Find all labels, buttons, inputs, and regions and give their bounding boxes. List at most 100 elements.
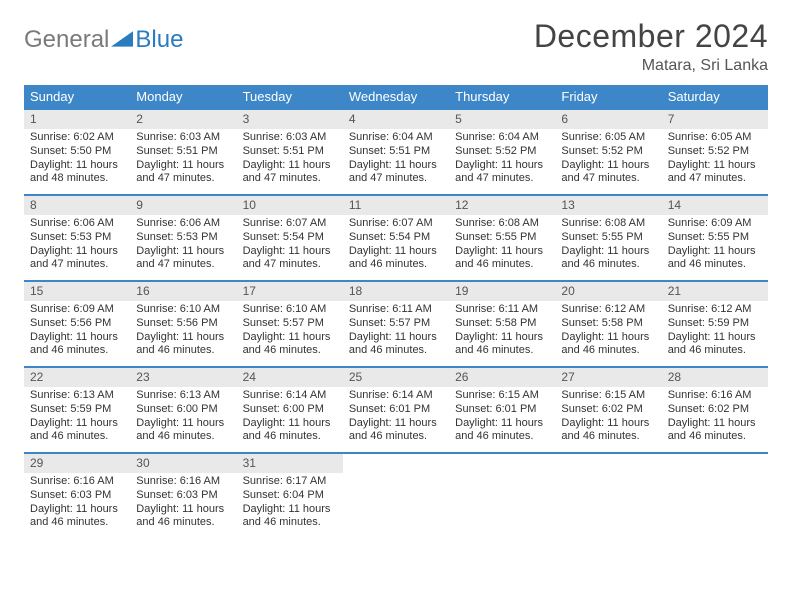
day-info-line: and 46 minutes.: [243, 516, 337, 530]
day-info-line: Daylight: 11 hours: [30, 159, 124, 173]
day-info-line: Sunrise: 6:13 AM: [30, 389, 124, 403]
day-info-line: Daylight: 11 hours: [561, 159, 655, 173]
day-number: 7: [662, 110, 768, 129]
day-info-line: Sunrise: 6:11 AM: [349, 303, 443, 317]
day-info: Sunrise: 6:15 AMSunset: 6:01 PMDaylight:…: [449, 387, 555, 448]
day-info-line: Daylight: 11 hours: [349, 417, 443, 431]
day-info-line: Sunrise: 6:10 AM: [243, 303, 337, 317]
day-number: 5: [449, 110, 555, 129]
calendar-cell: ..: [343, 453, 449, 539]
day-info-line: Daylight: 11 hours: [243, 417, 337, 431]
day-info-line: and 46 minutes.: [561, 430, 655, 444]
weekday-header: Thursday: [449, 85, 555, 109]
day-number: 14: [662, 196, 768, 215]
day-info-line: Daylight: 11 hours: [668, 417, 762, 431]
day-info-line: and 47 minutes.: [668, 172, 762, 186]
day-info: Sunrise: 6:03 AMSunset: 5:51 PMDaylight:…: [130, 129, 236, 190]
calendar-cell: 27Sunrise: 6:15 AMSunset: 6:02 PMDayligh…: [555, 367, 661, 453]
calendar-cell: 3Sunrise: 6:03 AMSunset: 5:51 PMDaylight…: [237, 109, 343, 195]
day-info-line: and 46 minutes.: [136, 344, 230, 358]
day-info-line: and 47 minutes.: [349, 172, 443, 186]
calendar-cell: 14Sunrise: 6:09 AMSunset: 5:55 PMDayligh…: [662, 195, 768, 281]
day-info: Sunrise: 6:12 AMSunset: 5:59 PMDaylight:…: [662, 301, 768, 362]
calendar-cell: 22Sunrise: 6:13 AMSunset: 5:59 PMDayligh…: [24, 367, 130, 453]
day-info-line: Sunrise: 6:12 AM: [668, 303, 762, 317]
day-info: Sunrise: 6:11 AMSunset: 5:57 PMDaylight:…: [343, 301, 449, 362]
day-info-line: and 47 minutes.: [30, 258, 124, 272]
day-info: Sunrise: 6:07 AMSunset: 5:54 PMDaylight:…: [237, 215, 343, 276]
day-number: 8: [24, 196, 130, 215]
day-info: Sunrise: 6:13 AMSunset: 6:00 PMDaylight:…: [130, 387, 236, 448]
day-info: Sunrise: 6:10 AMSunset: 5:57 PMDaylight:…: [237, 301, 343, 362]
day-info-line: Daylight: 11 hours: [243, 245, 337, 259]
day-info-line: Sunset: 5:58 PM: [561, 317, 655, 331]
calendar-row: 8Sunrise: 6:06 AMSunset: 5:53 PMDaylight…: [24, 195, 768, 281]
day-info-line: Sunset: 5:51 PM: [243, 145, 337, 159]
calendar-row: 22Sunrise: 6:13 AMSunset: 5:59 PMDayligh…: [24, 367, 768, 453]
day-number: 11: [343, 196, 449, 215]
day-number: 9: [130, 196, 236, 215]
day-info: Sunrise: 6:11 AMSunset: 5:58 PMDaylight:…: [449, 301, 555, 362]
day-info-line: Daylight: 11 hours: [455, 245, 549, 259]
title-block: December 2024 Matara, Sri Lanka: [534, 18, 768, 75]
day-number: 13: [555, 196, 661, 215]
calendar-head: SundayMondayTuesdayWednesdayThursdayFrid…: [24, 85, 768, 109]
day-number: 24: [237, 368, 343, 387]
day-info: Sunrise: 6:04 AMSunset: 5:51 PMDaylight:…: [343, 129, 449, 190]
day-number: 16: [130, 282, 236, 301]
day-info-line: and 46 minutes.: [243, 430, 337, 444]
day-info-line: and 46 minutes.: [455, 258, 549, 272]
day-info-line: Sunrise: 6:02 AM: [30, 131, 124, 145]
calendar-cell: 31Sunrise: 6:17 AMSunset: 6:04 PMDayligh…: [237, 453, 343, 539]
calendar-cell: 30Sunrise: 6:16 AMSunset: 6:03 PMDayligh…: [130, 453, 236, 539]
day-info-line: Daylight: 11 hours: [136, 503, 230, 517]
calendar-row: 29Sunrise: 6:16 AMSunset: 6:03 PMDayligh…: [24, 453, 768, 539]
calendar-cell: 8Sunrise: 6:06 AMSunset: 5:53 PMDaylight…: [24, 195, 130, 281]
day-info: Sunrise: 6:08 AMSunset: 5:55 PMDaylight:…: [449, 215, 555, 276]
day-info-line: Sunset: 5:51 PM: [136, 145, 230, 159]
day-number: 27: [555, 368, 661, 387]
day-info-line: Sunrise: 6:06 AM: [30, 217, 124, 231]
day-info-line: and 46 minutes.: [349, 430, 443, 444]
day-info-line: Sunset: 5:51 PM: [349, 145, 443, 159]
day-info-line: and 46 minutes.: [136, 516, 230, 530]
day-info: Sunrise: 6:17 AMSunset: 6:04 PMDaylight:…: [237, 473, 343, 534]
calendar-body: 1Sunrise: 6:02 AMSunset: 5:50 PMDaylight…: [24, 109, 768, 539]
day-info-line: Sunrise: 6:03 AM: [243, 131, 337, 145]
day-info-line: Daylight: 11 hours: [455, 417, 549, 431]
day-number: 25: [343, 368, 449, 387]
day-info-line: Sunset: 5:55 PM: [668, 231, 762, 245]
day-info: Sunrise: 6:03 AMSunset: 5:51 PMDaylight:…: [237, 129, 343, 190]
day-info-line: Sunset: 5:52 PM: [455, 145, 549, 159]
logo-text-general: General: [24, 26, 109, 54]
day-info-line: Sunrise: 6:15 AM: [561, 389, 655, 403]
calendar-row: 1Sunrise: 6:02 AMSunset: 5:50 PMDaylight…: [24, 109, 768, 195]
logo-triangle-icon: [111, 29, 133, 51]
day-info-line: Sunset: 6:03 PM: [136, 489, 230, 503]
day-info-line: and 47 minutes.: [561, 172, 655, 186]
day-info-line: and 47 minutes.: [136, 172, 230, 186]
day-info-line: Sunset: 5:57 PM: [243, 317, 337, 331]
day-info-line: and 46 minutes.: [668, 344, 762, 358]
calendar-cell: 15Sunrise: 6:09 AMSunset: 5:56 PMDayligh…: [24, 281, 130, 367]
day-info-line: and 46 minutes.: [455, 344, 549, 358]
day-info-line: Daylight: 11 hours: [243, 159, 337, 173]
day-info-line: Sunset: 5:58 PM: [455, 317, 549, 331]
day-info-line: and 48 minutes.: [30, 172, 124, 186]
day-info-line: and 46 minutes.: [561, 258, 655, 272]
calendar-cell: 2Sunrise: 6:03 AMSunset: 5:51 PMDaylight…: [130, 109, 236, 195]
day-info-line: Daylight: 11 hours: [668, 331, 762, 345]
day-info-line: Sunrise: 6:15 AM: [455, 389, 549, 403]
day-info: Sunrise: 6:05 AMSunset: 5:52 PMDaylight:…: [555, 129, 661, 190]
day-info-line: and 46 minutes.: [136, 430, 230, 444]
day-info-line: Daylight: 11 hours: [243, 331, 337, 345]
day-info-line: and 46 minutes.: [561, 344, 655, 358]
calendar-cell: 25Sunrise: 6:14 AMSunset: 6:01 PMDayligh…: [343, 367, 449, 453]
day-info-line: Sunrise: 6:12 AM: [561, 303, 655, 317]
day-number: 30: [130, 454, 236, 473]
day-info-line: Sunrise: 6:05 AM: [668, 131, 762, 145]
calendar-cell: 10Sunrise: 6:07 AMSunset: 5:54 PMDayligh…: [237, 195, 343, 281]
day-info: Sunrise: 6:14 AMSunset: 6:00 PMDaylight:…: [237, 387, 343, 448]
day-info: Sunrise: 6:09 AMSunset: 5:55 PMDaylight:…: [662, 215, 768, 276]
day-info-line: Sunset: 5:50 PM: [30, 145, 124, 159]
